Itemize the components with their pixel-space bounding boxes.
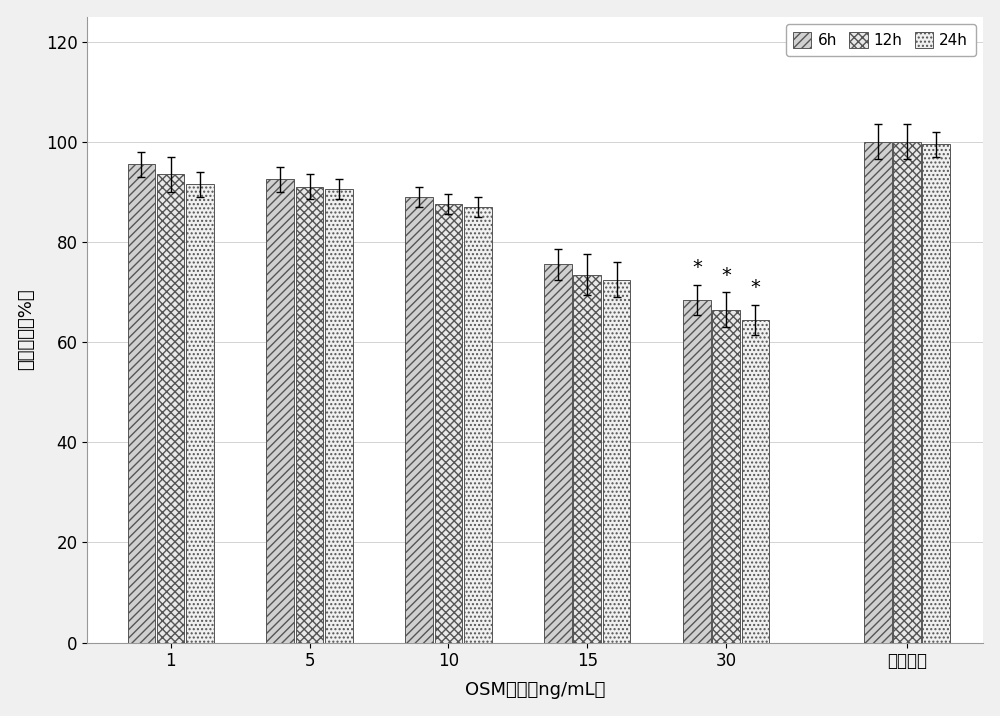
Legend: 6h, 12h, 24h: 6h, 12h, 24h: [786, 24, 976, 56]
Bar: [296, 187, 323, 642]
Text: *: *: [751, 278, 760, 297]
Bar: [405, 197, 433, 642]
Y-axis label: 细胞活力（%）: 细胞活力（%）: [17, 289, 35, 370]
Bar: [603, 279, 630, 642]
Bar: [573, 274, 601, 642]
Bar: [266, 180, 294, 642]
Bar: [893, 142, 921, 642]
Bar: [435, 204, 462, 642]
Text: *: *: [692, 258, 702, 277]
Bar: [683, 299, 711, 642]
Bar: [464, 207, 492, 642]
Bar: [325, 190, 353, 642]
Bar: [544, 264, 572, 642]
Bar: [922, 145, 950, 642]
Bar: [128, 165, 155, 642]
Bar: [742, 319, 769, 642]
Bar: [712, 309, 740, 642]
X-axis label: OSM浓度（ng/mL）: OSM浓度（ng/mL）: [465, 682, 605, 700]
Bar: [186, 185, 214, 642]
Bar: [157, 175, 184, 642]
Text: *: *: [721, 266, 731, 284]
Bar: [864, 142, 892, 642]
